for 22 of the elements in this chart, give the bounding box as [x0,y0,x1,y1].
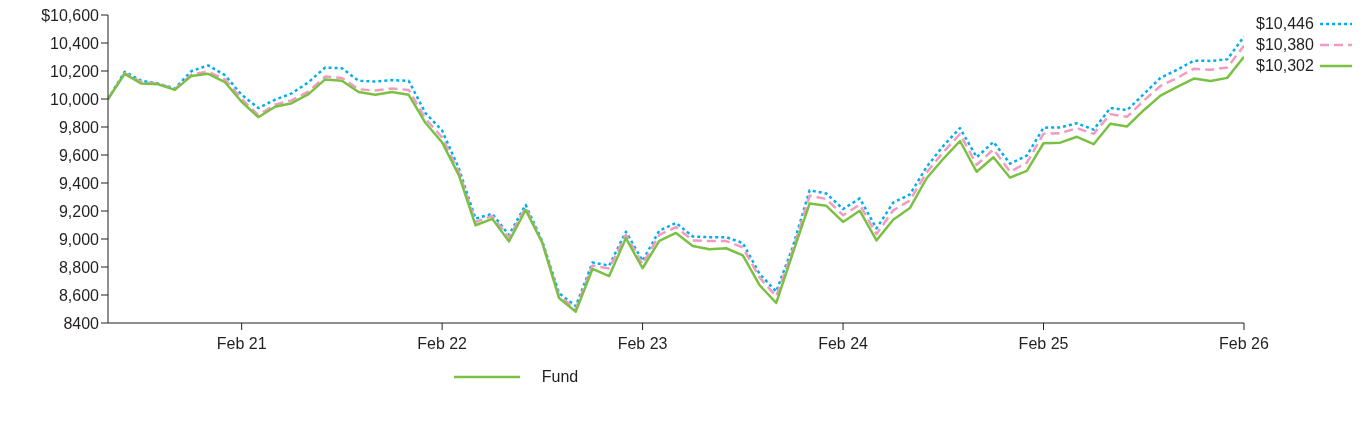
legend-label: Fund [541,368,579,386]
y-tick-label: 9,400 [58,174,100,192]
y-tick-label: 9,800 [58,118,100,136]
y-tick-label: 9,200 [58,202,100,220]
data-label: $10,446 [1256,14,1314,33]
y-tick-label: 10,200 [50,62,100,80]
y-tick-label: 8400 [63,314,100,332]
y-tick-label: 10,000 [50,90,100,108]
y-tick-label: 8,800 [58,258,100,276]
data-label: $10,302 [1256,56,1314,75]
y-tick-label: 8,600 [58,286,100,304]
data-label: $10,380 [1256,35,1314,54]
x-tick-label: Feb 25 [1018,335,1069,353]
y-tick-label: $10,600 [41,6,100,24]
y-tick-label: 10,400 [50,34,100,52]
x-tick-label: Feb 24 [818,335,869,353]
x-tick-label: Feb 22 [417,335,468,353]
x-tick-label: Feb 21 [216,335,267,353]
x-tick-label: Feb 23 [617,335,668,353]
x-tick-label: Feb 26 [1219,335,1270,353]
y-tick-label: 9,000 [58,230,100,248]
y-tick-label: 9,600 [58,146,100,164]
